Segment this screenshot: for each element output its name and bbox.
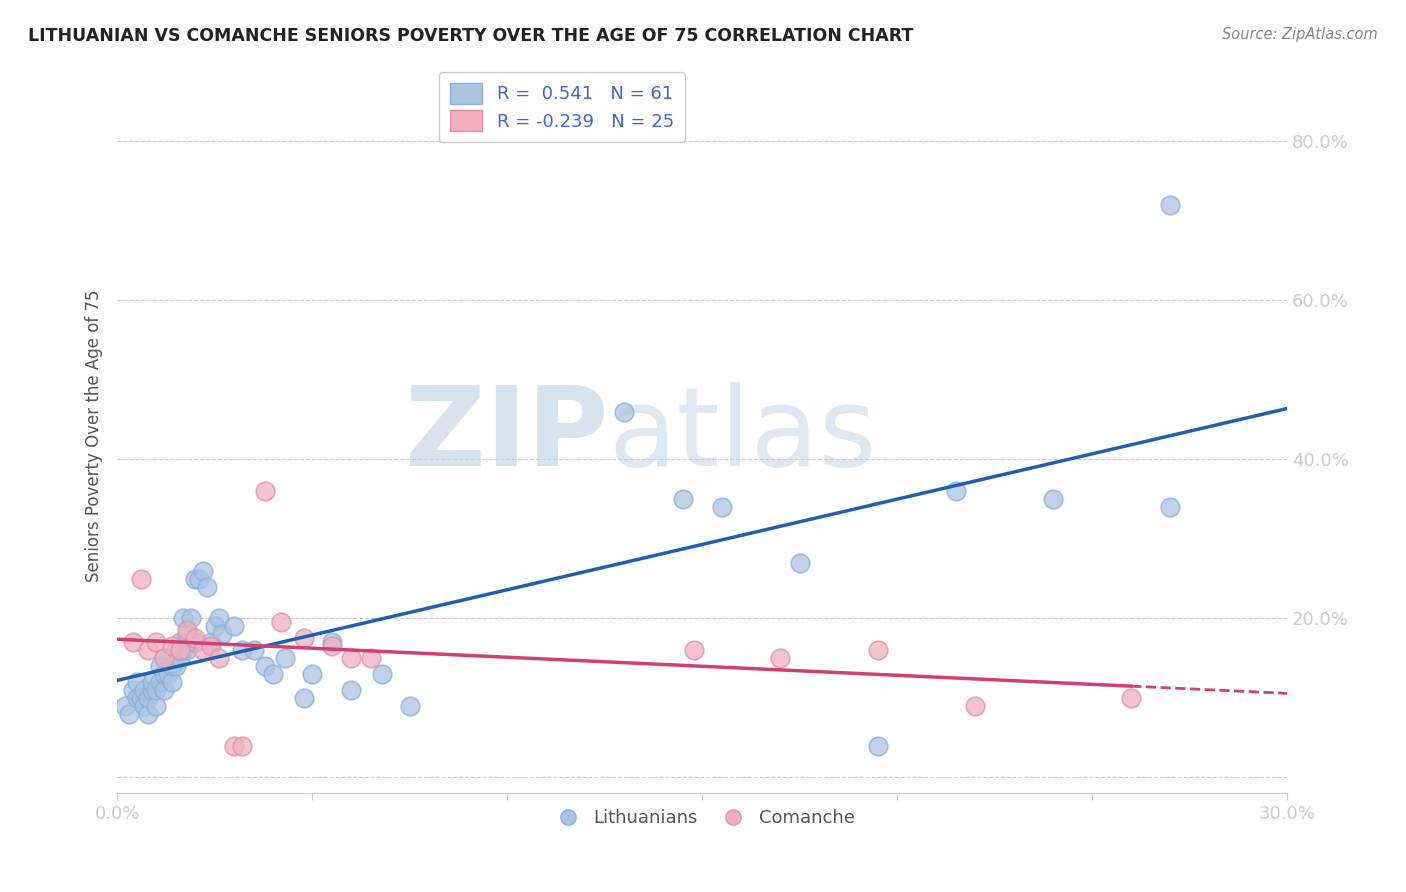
Point: [138, 690, 160, 705]
Point: [125, 675, 148, 690]
Point: [200, 635, 222, 649]
Point: [965, 698, 987, 713]
Point: [204, 619, 226, 633]
Point: [145, 698, 167, 713]
Point: [191, 643, 214, 657]
Point: [301, 667, 323, 681]
Point: [145, 635, 167, 649]
Point: [672, 491, 695, 506]
Point: [169, 635, 191, 649]
Point: [207, 611, 229, 625]
Point: [188, 572, 211, 586]
Point: [254, 659, 277, 673]
Text: atlas: atlas: [609, 382, 877, 489]
Point: [138, 706, 160, 721]
Point: [1159, 500, 1181, 514]
Point: [191, 564, 214, 578]
Point: [207, 651, 229, 665]
Point: [683, 643, 706, 657]
Point: [231, 643, 253, 657]
Point: [945, 484, 967, 499]
Point: [153, 682, 176, 697]
Point: [176, 624, 198, 638]
Legend: Lithuanians, Comanche: Lithuanians, Comanche: [543, 802, 862, 834]
Y-axis label: Seniors Poverty Over the Age of 75: Seniors Poverty Over the Age of 75: [86, 289, 103, 582]
Point: [398, 698, 420, 713]
Point: [138, 643, 160, 657]
Point: [1042, 491, 1064, 506]
Point: [149, 659, 172, 673]
Point: [169, 651, 191, 665]
Point: [121, 635, 143, 649]
Point: [321, 635, 343, 649]
Point: [613, 404, 636, 418]
Point: [134, 682, 156, 697]
Text: ZIP: ZIP: [405, 382, 609, 489]
Point: [125, 690, 148, 705]
Point: [789, 556, 811, 570]
Point: [141, 675, 163, 690]
Point: [176, 643, 198, 657]
Point: [224, 739, 246, 753]
Text: Source: ZipAtlas.com: Source: ZipAtlas.com: [1222, 27, 1378, 42]
Point: [176, 627, 198, 641]
Point: [160, 639, 183, 653]
Point: [321, 639, 343, 653]
Point: [121, 682, 143, 697]
Point: [262, 667, 284, 681]
Point: [141, 682, 163, 697]
Point: [149, 675, 172, 690]
Point: [1119, 690, 1142, 705]
Point: [165, 659, 187, 673]
Point: [134, 698, 156, 713]
Point: [160, 675, 183, 690]
Point: [211, 627, 233, 641]
Point: [184, 572, 207, 586]
Point: [270, 615, 292, 630]
Point: [292, 690, 315, 705]
Point: [340, 651, 363, 665]
Text: LITHUANIAN VS COMANCHE SENIORS POVERTY OVER THE AGE OF 75 CORRELATION CHART: LITHUANIAN VS COMANCHE SENIORS POVERTY O…: [28, 27, 914, 45]
Point: [153, 667, 176, 681]
Point: [1159, 197, 1181, 211]
Point: [184, 632, 207, 646]
Point: [371, 667, 394, 681]
Point: [160, 659, 183, 673]
Point: [129, 690, 152, 705]
Point: [292, 632, 315, 646]
Point: [195, 580, 218, 594]
Point: [114, 698, 136, 713]
Point: [153, 651, 176, 665]
Point: [769, 651, 792, 665]
Point: [242, 643, 264, 657]
Point: [200, 639, 222, 653]
Point: [145, 682, 167, 697]
Point: [180, 611, 202, 625]
Point: [340, 682, 363, 697]
Point: [156, 651, 179, 665]
Point: [254, 484, 277, 499]
Point: [866, 643, 889, 657]
Point: [172, 611, 194, 625]
Point: [129, 572, 152, 586]
Point: [165, 643, 187, 657]
Point: [866, 739, 889, 753]
Point: [156, 667, 179, 681]
Point: [118, 706, 141, 721]
Point: [172, 643, 194, 657]
Point: [224, 619, 246, 633]
Point: [169, 643, 191, 657]
Point: [184, 635, 207, 649]
Point: [274, 651, 297, 665]
Point: [710, 500, 733, 514]
Point: [231, 739, 253, 753]
Point: [360, 651, 382, 665]
